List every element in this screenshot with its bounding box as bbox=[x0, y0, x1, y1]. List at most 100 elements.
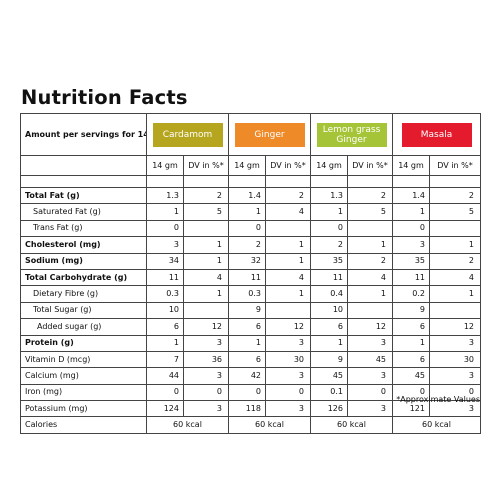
dv-percent-cell: 1 bbox=[265, 236, 311, 254]
amount-cell: 6 bbox=[228, 350, 266, 369]
nutrient-row-sodium: Sodium (mg) 34 1 32 1 35 2 35 2 bbox=[20, 252, 481, 270]
flavor-cell-lemon-grass-ginger: Lemon grass Ginger bbox=[310, 113, 393, 156]
dv-percent-cell: 4 bbox=[429, 268, 481, 287]
amount-cell: 10 bbox=[310, 301, 348, 320]
dv-percent-cell: 1 bbox=[429, 285, 481, 303]
amount-cell: 35 bbox=[310, 252, 348, 270]
dv-percent-cell: 2 bbox=[347, 186, 393, 205]
nutrient-label: Dietary Fibre (g) bbox=[20, 285, 147, 303]
calories-value: 60 kcal bbox=[146, 416, 229, 435]
amount-cell: 1 bbox=[146, 203, 184, 221]
nutrient-label: Calcium (mg) bbox=[20, 367, 147, 385]
amount-cell: 0.1 bbox=[310, 383, 348, 402]
amount-cell: 10 bbox=[146, 301, 184, 320]
nutrient-label: Total Sugar (g) bbox=[20, 301, 147, 320]
nutrient-row-added-sugar: Added sugar (g) 6 12 6 12 6 12 6 12 bbox=[20, 318, 481, 336]
nutrient-row-total-sugar: Total Sugar (g) 10 9 10 9 bbox=[20, 301, 481, 320]
dv-percent-cell: 30 bbox=[429, 350, 481, 369]
flavor-cell-masala: Masala bbox=[392, 113, 481, 156]
nutrient-label: Saturated Fat (g) bbox=[20, 203, 147, 221]
dv-percent-cell: 3 bbox=[347, 400, 393, 418]
calories-value: 60 kcal bbox=[228, 416, 311, 435]
dv-percent-cell: 0 bbox=[183, 383, 229, 402]
dv-percent-cell: 1 bbox=[183, 285, 229, 303]
dv-percent-cell: 5 bbox=[347, 203, 393, 221]
footnote: *Approximate Values bbox=[396, 395, 480, 404]
dv-percent-cell: 3 bbox=[429, 400, 481, 418]
nutrient-row-cholesterol: Cholesterol (mg) 3 1 2 1 2 1 3 1 bbox=[20, 236, 481, 254]
unit-header: DV in %* bbox=[183, 155, 229, 176]
dv-percent-cell: 2 bbox=[183, 186, 229, 205]
dv-percent-cell: 2 bbox=[429, 252, 481, 270]
dv-percent-cell: 2 bbox=[265, 186, 311, 205]
amount-cell: 1 bbox=[228, 334, 266, 352]
dv-percent-cell: 5 bbox=[183, 203, 229, 221]
dv-percent-cell: 2 bbox=[429, 186, 481, 205]
serving-label: Amount per servings for 14 gm bbox=[20, 113, 147, 156]
nutrient-row-saturated-fat: Saturated Fat (g) 1 5 1 4 1 5 1 5 bbox=[20, 203, 481, 221]
nutrient-label: Cholesterol (mg) bbox=[20, 236, 147, 254]
flavor-cell-cardamom: Cardamom bbox=[146, 113, 229, 156]
dv-percent-cell: 3 bbox=[347, 367, 393, 385]
nutrient-label: Sodium (mg) bbox=[20, 252, 147, 270]
dv-percent-cell: 1 bbox=[429, 236, 481, 254]
amount-cell: 0 bbox=[228, 383, 266, 402]
dv-percent-cell: 3 bbox=[183, 334, 229, 352]
calories-label: Calories bbox=[20, 416, 147, 435]
amount-cell: 0 bbox=[228, 219, 266, 238]
amount-cell: 1 bbox=[392, 203, 430, 221]
dv-percent-cell: 3 bbox=[429, 334, 481, 352]
amount-cell: 0 bbox=[146, 219, 184, 238]
nutrient-row-total-carbohydrate: Total Carbohydrate (g) 11 4 11 4 11 4 11 4 bbox=[20, 268, 481, 287]
dv-percent-cell: 2 bbox=[347, 252, 393, 270]
nutrient-row-dietary-fibre: Dietary Fibre (g) 0.3 1 0.3 1 0.4 1 0.2 1 bbox=[20, 285, 481, 303]
amount-cell: 45 bbox=[392, 367, 430, 385]
dv-percent-cell: 4 bbox=[265, 203, 311, 221]
calories-value: 60 kcal bbox=[392, 416, 481, 435]
nutrient-label: Vitamin D (mcg) bbox=[20, 350, 147, 369]
dv-percent-cell: 3 bbox=[429, 367, 481, 385]
nutrient-label: Potassium (mg) bbox=[20, 400, 147, 418]
dv-percent-cell bbox=[347, 301, 393, 320]
amount-cell: 6 bbox=[310, 318, 348, 336]
amount-cell: 1 bbox=[392, 334, 430, 352]
unit-header: 14 gm bbox=[146, 155, 184, 176]
dv-percent-cell: 12 bbox=[347, 318, 393, 336]
nutrient-row-calcium: Calcium (mg) 44 3 42 3 45 3 45 3 bbox=[20, 367, 481, 385]
flavor-badge-cardamom: Cardamom bbox=[152, 122, 223, 147]
dv-percent-cell: 12 bbox=[429, 318, 481, 336]
unit-header: DV in %* bbox=[347, 155, 393, 176]
dv-percent-cell: 30 bbox=[265, 350, 311, 369]
flavor-badge-lemon-grass-ginger: Lemon grass Ginger bbox=[316, 122, 387, 147]
amount-cell: 45 bbox=[310, 367, 348, 385]
nutrition-table: Amount per servings for 14 gm Cardamom G… bbox=[20, 113, 481, 435]
flavor-cell-ginger: Ginger bbox=[228, 113, 311, 156]
amount-cell: 1.4 bbox=[392, 186, 430, 205]
unit-header: DV in %* bbox=[429, 155, 481, 176]
dv-percent-cell bbox=[183, 301, 229, 320]
amount-cell: 6 bbox=[146, 318, 184, 336]
amount-cell: 124 bbox=[146, 400, 184, 418]
amount-cell: 11 bbox=[146, 268, 184, 287]
amount-cell: 1.4 bbox=[228, 186, 266, 205]
amount-cell: 11 bbox=[310, 268, 348, 287]
amount-cell: 126 bbox=[310, 400, 348, 418]
amount-cell: 3 bbox=[392, 236, 430, 254]
dv-percent-cell: 4 bbox=[265, 268, 311, 287]
amount-cell: 6 bbox=[228, 318, 266, 336]
nutrient-row-total-fat: Total Fat (g) 1.3 2 1.4 2 1.3 2 1.4 2 bbox=[20, 186, 481, 205]
amount-cell: 42 bbox=[228, 367, 266, 385]
dv-percent-cell: 3 bbox=[347, 334, 393, 352]
nutrient-label: Protein (g) bbox=[20, 334, 147, 352]
amount-cell: 0 bbox=[310, 219, 348, 238]
dv-percent-cell: 4 bbox=[347, 268, 393, 287]
nutrient-row-vitamin-d: Vitamin D (mcg) 7 36 6 30 9 45 6 30 bbox=[20, 350, 481, 369]
dv-percent-cell: 1 bbox=[347, 236, 393, 254]
amount-cell: 11 bbox=[228, 268, 266, 287]
dv-percent-cell: 0 bbox=[347, 383, 393, 402]
amount-cell: 34 bbox=[146, 252, 184, 270]
dv-percent-cell: 1 bbox=[183, 252, 229, 270]
amount-cell: 0.2 bbox=[392, 285, 430, 303]
unit-header: 14 gm bbox=[310, 155, 348, 176]
amount-cell: 118 bbox=[228, 400, 266, 418]
